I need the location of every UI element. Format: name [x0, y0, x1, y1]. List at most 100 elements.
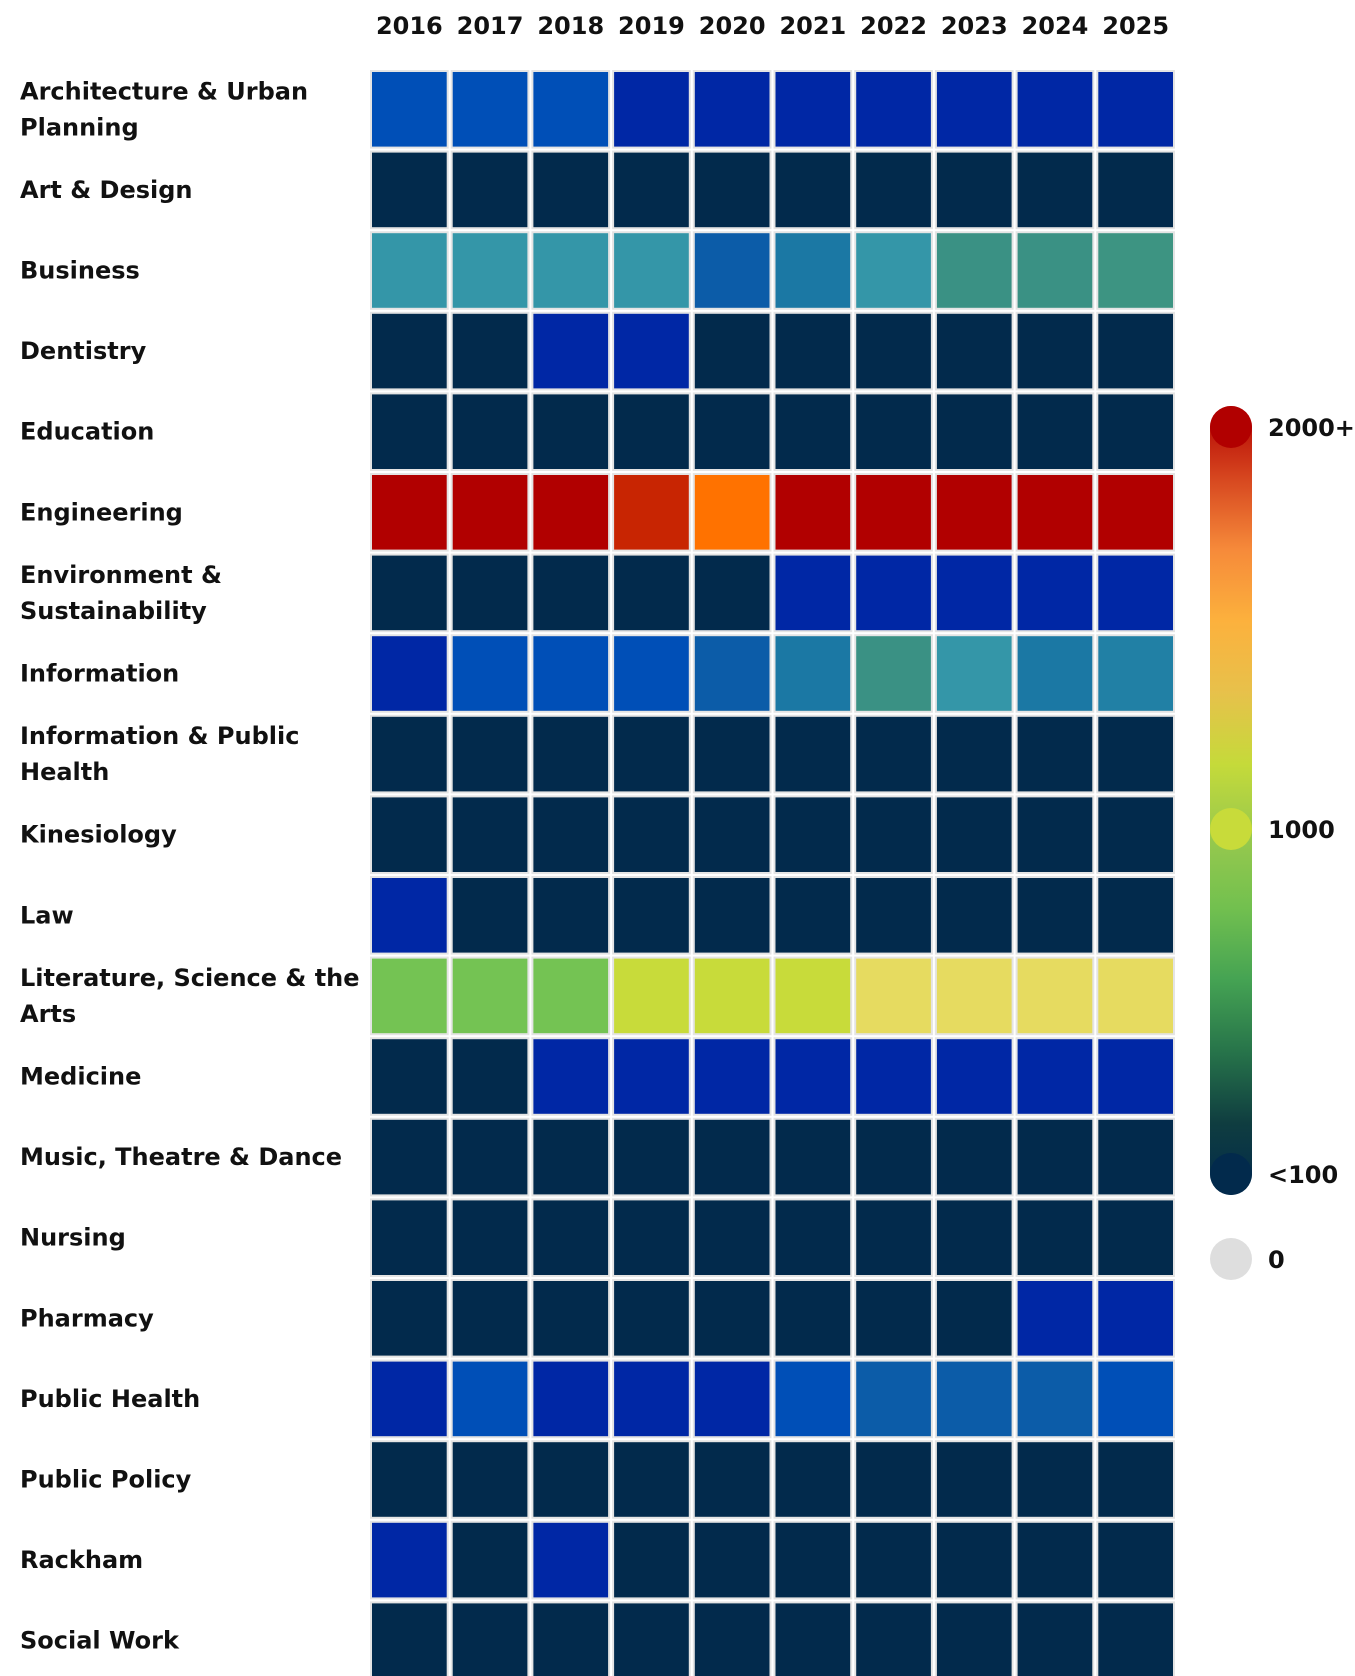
heatmap-cell — [934, 1037, 1014, 1116]
row-label: Public Health — [20, 1385, 200, 1413]
heatmap-cell — [612, 150, 691, 230]
heatmap-cell — [773, 1440, 853, 1519]
heatmap-cell — [612, 1198, 691, 1278]
heatmap-cell — [370, 1037, 449, 1116]
heatmap-cell — [854, 1037, 933, 1116]
heatmap-cell — [692, 795, 772, 875]
row-label: Architecture & Urban Planning — [20, 77, 308, 141]
heatmap-cell — [773, 1279, 853, 1358]
heatmap-cell — [612, 714, 691, 794]
heatmap-cell — [370, 392, 449, 471]
heatmap-cell — [692, 1601, 772, 1676]
heatmap-cell — [612, 1359, 691, 1439]
heatmap-cell — [1015, 473, 1095, 552]
heatmap-cell — [934, 795, 1014, 875]
heatmap-cell — [1015, 634, 1095, 713]
heatmap-cell — [1015, 1601, 1095, 1676]
legend-label-zero: 0 — [1268, 1246, 1285, 1274]
heatmap-cell — [854, 392, 933, 471]
heatmap-cell — [854, 1440, 933, 1519]
heatmap-cell — [692, 1279, 772, 1358]
heatmap-cell — [531, 70, 611, 149]
heatmap-cell — [531, 473, 611, 552]
year-label: 2018 — [537, 12, 604, 40]
heatmap-cell — [1096, 392, 1176, 471]
heatmap-cell — [934, 956, 1014, 1036]
heatmap-cell — [1096, 150, 1176, 230]
heatmap-cell — [773, 795, 853, 875]
heatmap-cell — [934, 311, 1014, 391]
year-axis: 2016 2017 2018 2019 2020 2021 2022 2023 2024 2025 — [376, 12, 1169, 40]
heatmap-cell — [1096, 1601, 1176, 1676]
heatmap-cell — [854, 956, 933, 1036]
heatmap-cell — [612, 795, 691, 875]
heatmap-cell — [450, 1359, 530, 1439]
heatmap-cell — [692, 1440, 772, 1519]
heatmap-cell — [934, 634, 1014, 713]
heatmap-cell — [773, 714, 853, 794]
heatmap-cell — [370, 795, 449, 875]
heatmap-cell — [692, 553, 772, 633]
heatmap-cell — [854, 150, 933, 230]
heatmap-cell — [854, 311, 933, 391]
legend-mid-dot — [1210, 808, 1252, 850]
row-label: Dentistry — [20, 337, 147, 365]
heatmap-cell — [934, 473, 1014, 552]
heatmap-cell — [692, 150, 772, 230]
heatmap-cell — [450, 714, 530, 794]
heatmap-cell — [773, 231, 853, 310]
heatmap-cell — [531, 1198, 611, 1278]
heatmap-cell — [1015, 150, 1095, 230]
row-label: Engineering — [20, 498, 183, 526]
row-label-line: Architecture & Urban — [20, 77, 308, 105]
row-label: Pharmacy — [20, 1304, 154, 1332]
heatmap-cell — [531, 956, 611, 1036]
heatmap-cell — [854, 876, 933, 955]
heatmap-cell — [612, 473, 691, 552]
heatmap-cell — [934, 1601, 1014, 1676]
heatmap-cell — [773, 553, 853, 633]
heatmap-cell — [773, 150, 853, 230]
heatmap-cell — [450, 150, 530, 230]
heatmap-cell — [1015, 876, 1095, 955]
heatmap-cell — [1015, 70, 1095, 149]
heatmap-cell — [854, 1601, 933, 1676]
heatmap-cell — [934, 1279, 1014, 1358]
heatmap-cell — [370, 1359, 449, 1439]
heatmap-cell — [450, 1440, 530, 1519]
heatmap-cell — [854, 553, 933, 633]
heatmap-cell — [370, 311, 449, 391]
heatmap-cell — [934, 1520, 1014, 1600]
heatmap-cell — [450, 1198, 530, 1278]
row-label: Information — [20, 660, 179, 688]
heatmap-cell — [450, 70, 530, 149]
row-label: Business — [20, 257, 140, 285]
heatmap-cell — [1096, 473, 1176, 552]
row-label: Nursing — [20, 1224, 126, 1252]
heatmap-cell — [773, 311, 853, 391]
heatmap-cell — [854, 634, 933, 713]
heatmap-cell — [1096, 553, 1176, 633]
row-label: Education — [20, 418, 154, 446]
heatmap-cell — [773, 473, 853, 552]
heatmap-cell — [370, 714, 449, 794]
heatmap-cell — [450, 392, 530, 471]
row-label: Information & Public Health — [20, 722, 299, 786]
heatmap-cell — [934, 1198, 1014, 1278]
row-label-line: Information & Public — [20, 722, 299, 750]
heatmap-cell — [854, 1520, 933, 1600]
heatmap-cell — [370, 150, 449, 230]
heatmap-cell — [370, 553, 449, 633]
heatmap-cell — [934, 553, 1014, 633]
heatmap-cell — [1015, 392, 1095, 471]
heatmap-cell — [1015, 1520, 1095, 1600]
heatmap-cell — [1096, 1198, 1176, 1278]
heatmap-cell — [370, 1520, 449, 1600]
heatmap-cell — [854, 714, 933, 794]
heatmap-cell — [773, 1601, 853, 1676]
heatmap-cell — [692, 1359, 772, 1439]
color-legend: 2000+ 1000 <100 0 — [1210, 406, 1355, 1280]
row-label-line: Arts — [20, 1000, 76, 1028]
heatmap-cell — [934, 1440, 1014, 1519]
heatmap-cell — [692, 1520, 772, 1600]
